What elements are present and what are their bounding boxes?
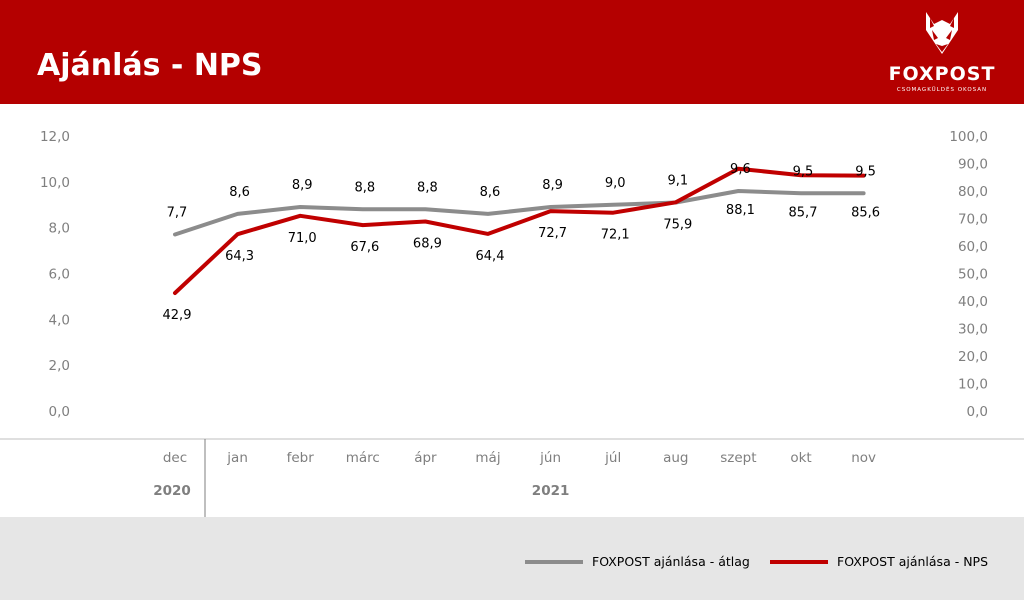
legend-area: FOXPOST ajánlása - átlag FOXPOST ajánlás… xyxy=(0,517,1024,600)
data-label-atlag: 8,8 xyxy=(354,180,375,195)
data-label-atlag: 8,8 xyxy=(417,180,438,195)
y-left-tick-label: 0,0 xyxy=(49,404,70,420)
logo-tagline: CSOMAGKÜLDÉS OKOSAN xyxy=(896,87,988,93)
legend-label-nps: FOXPOST ajánlása - NPS xyxy=(837,554,989,569)
data-label-nps: 68,9 xyxy=(413,237,442,252)
y-left-tick-label: 6,0 xyxy=(49,267,70,283)
page-title: Ajánlás - NPS xyxy=(37,48,263,83)
x-tick-label: aug xyxy=(663,450,688,466)
nps-line-chart: 0,0 2,0 4,0 6,0 8,0 10,0 12,0 0,0 10,0 20,0 30,0 40… xyxy=(0,104,1024,517)
data-label-atlag: 7,7 xyxy=(167,206,188,221)
data-label-atlag: 9,5 xyxy=(793,164,814,179)
x-tick-label: szept xyxy=(720,450,756,466)
x-tick-label: jún xyxy=(539,450,561,466)
logo-name: FOXPOST xyxy=(888,63,996,85)
series-line-atlag xyxy=(173,189,866,237)
y-right-tick-label: 90,0 xyxy=(958,157,988,173)
y-right-tick-label: 30,0 xyxy=(958,322,988,338)
data-label-nps: 88,1 xyxy=(726,203,755,218)
x-tick-label: júl xyxy=(604,450,621,466)
data-label-nps: 64,3 xyxy=(225,249,254,264)
data-label-atlag: 8,9 xyxy=(292,178,313,193)
data-label-nps: 75,9 xyxy=(663,217,692,232)
y-left-tick-label: 4,0 xyxy=(49,312,70,328)
data-label-nps: 85,7 xyxy=(789,205,818,220)
data-label-nps: 72,1 xyxy=(601,228,630,243)
x-tick-label: jan xyxy=(226,450,248,466)
y-right-tick-label: 50,0 xyxy=(958,267,988,283)
y-right-tick-label: 80,0 xyxy=(958,184,988,200)
data-label-atlag: 8,9 xyxy=(542,178,563,193)
legend-swatch-nps xyxy=(770,560,828,564)
foxpost-logo: FOXPOST CSOMAGKÜLDÉS OKOSAN xyxy=(880,8,1004,96)
x-tick-label: okt xyxy=(790,450,811,466)
x-tick-label: máj xyxy=(475,450,500,466)
data-label-atlag: 8,6 xyxy=(229,185,250,200)
y-right-tick-label: 60,0 xyxy=(958,239,988,255)
data-label-nps: 64,4 xyxy=(476,249,505,264)
fox-head-icon xyxy=(926,12,958,54)
x-tick-label: febr xyxy=(287,450,315,466)
year-label: 2021 xyxy=(532,483,570,499)
y-right-tick-label: 100,0 xyxy=(949,129,988,145)
legend-label-atlag: FOXPOST ajánlása - átlag xyxy=(592,554,750,569)
x-tick-label: ápr xyxy=(414,450,437,466)
y-right-tick-label: 20,0 xyxy=(958,349,988,365)
data-label-nps: 71,0 xyxy=(288,231,317,246)
y-right-tick-label: 0,0 xyxy=(967,404,988,420)
series-line-nps xyxy=(173,166,866,295)
data-label-atlag: 9,0 xyxy=(605,176,626,191)
data-label-atlag: 9,6 xyxy=(730,162,751,177)
y-left-tick-label: 8,0 xyxy=(49,221,70,237)
y-right-tick-label: 40,0 xyxy=(958,294,988,310)
y-left-tick-label: 2,0 xyxy=(49,358,70,374)
x-tick-label: dec xyxy=(163,450,187,466)
data-label-nps: 85,6 xyxy=(851,205,880,220)
year-label: 2020 xyxy=(153,483,191,499)
x-tick-label: márc xyxy=(346,450,380,466)
data-label-atlag: 9,5 xyxy=(855,164,876,179)
y-right-tick-label: 70,0 xyxy=(958,212,988,228)
y-left-tick-label: 12,0 xyxy=(40,129,70,145)
data-label-atlag: 8,6 xyxy=(480,185,501,200)
data-label-atlag: 9,1 xyxy=(667,173,688,188)
legend-swatch-atlag xyxy=(525,560,583,564)
x-tick-label: nov xyxy=(851,450,876,466)
data-label-nps: 72,7 xyxy=(538,226,567,241)
y-right-tick-label: 10,0 xyxy=(958,377,988,393)
data-label-nps: 42,9 xyxy=(163,308,192,323)
header-bar: Ajánlás - NPS FOXPOST CSOMAGKÜLDÉS OKOSA… xyxy=(0,0,1024,104)
data-label-nps: 67,6 xyxy=(350,240,379,255)
y-left-tick-label: 10,0 xyxy=(40,175,70,191)
